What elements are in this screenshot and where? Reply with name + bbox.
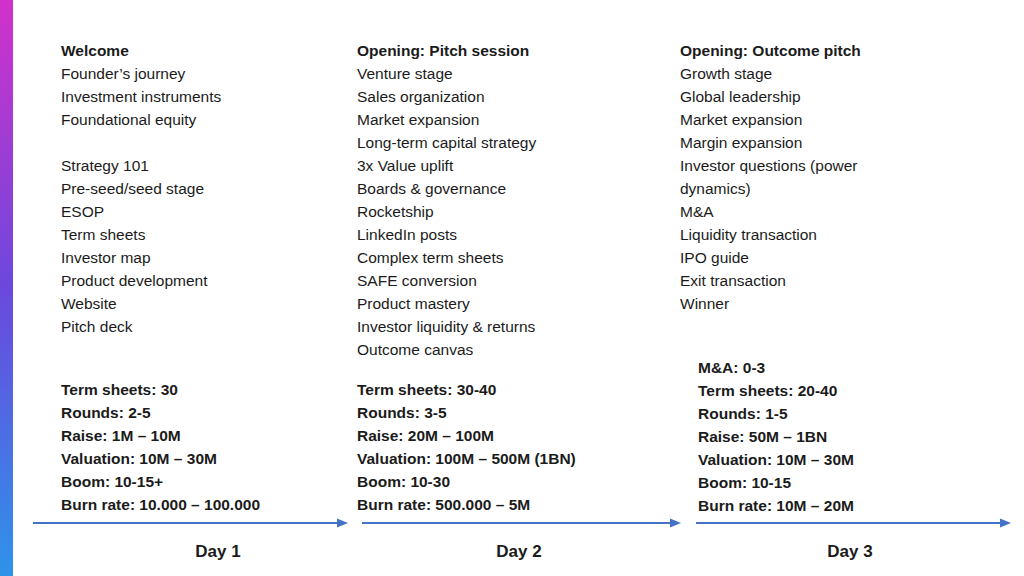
topic-item: Global leadership — [680, 85, 912, 108]
stat-line: Burn rate: 10.000 – 100.000 — [61, 493, 351, 516]
column-day2-stats: Term sheets: 30-40 Rounds: 3-5 Raise: 20… — [357, 378, 662, 516]
day3-label: Day 3 — [827, 542, 872, 562]
column-title: Welcome — [61, 39, 351, 62]
stat-line: Raise: 50M – 1BN — [698, 425, 988, 448]
day1-label: Day 1 — [195, 542, 240, 562]
timeline-arrow-day3-icon — [696, 517, 1012, 529]
stat-line: Valuation: 100M – 500M (1BN) — [357, 447, 662, 470]
column-day3-topics: Opening: Outcome pitch Growth stage Glob… — [680, 39, 912, 315]
topic-item: SAFE conversion — [357, 269, 662, 292]
stat-line: Rounds: 2-5 — [61, 401, 351, 424]
topic-item: Investor liquidity & returns — [357, 315, 662, 338]
topic-item: 3x Value uplift — [357, 154, 662, 177]
column-day2-topics: Opening: Pitch session Venture stage Sal… — [357, 39, 662, 361]
stat-line: M&A: 0-3 — [698, 356, 988, 379]
topic-item: Website — [61, 292, 351, 315]
topic-item: Market expansion — [680, 108, 912, 131]
gradient-accent-bar — [0, 0, 13, 576]
stat-line: Term sheets: 30-40 — [357, 378, 662, 401]
topic-item: Complex term sheets — [357, 246, 662, 269]
stat-line: Raise: 1M – 10M — [61, 424, 351, 447]
topic-item: Outcome canvas — [357, 338, 662, 361]
stat-line: Term sheets: 20-40 — [698, 379, 988, 402]
column-title: Opening: Pitch session — [357, 39, 662, 62]
stat-line: Rounds: 3-5 — [357, 401, 662, 424]
topic-item: Pre-seed/seed stage — [61, 177, 351, 200]
topic-item: Margin expansion — [680, 131, 912, 154]
topic-item: Market expansion — [357, 108, 662, 131]
topic-item: Growth stage — [680, 62, 912, 85]
topic-item: LinkedIn posts — [357, 223, 662, 246]
topic-item: M&A — [680, 200, 912, 223]
stat-line: Raise: 20M – 100M — [357, 424, 662, 447]
topic-item: Investor map — [61, 246, 351, 269]
topic-item: Exit transaction — [680, 269, 912, 292]
topic-item: Product development — [61, 269, 351, 292]
topic-item: IPO guide — [680, 246, 912, 269]
topic-item: Sales organization — [357, 85, 662, 108]
timeline-arrow-day2-icon — [362, 517, 682, 529]
topic-item: Rocketship — [357, 200, 662, 223]
topic-item: Pitch deck — [61, 315, 351, 338]
stat-line: Valuation: 10M – 30M — [698, 448, 988, 471]
topic-item: Long-term capital strategy — [357, 131, 662, 154]
topic-item: Boards & governance — [357, 177, 662, 200]
stat-line: Term sheets: 30 — [61, 378, 351, 401]
topic-item: Foundational equity — [61, 108, 351, 131]
stat-line: Valuation: 10M – 30M — [61, 447, 351, 470]
topic-item: Investor questions (power dynamics) — [680, 154, 912, 200]
stat-line: Boom: 10-30 — [357, 470, 662, 493]
stat-line: Boom: 10-15 — [698, 471, 988, 494]
topic-item: Product mastery — [357, 292, 662, 315]
stat-line: Burn rate: 500.000 – 5M — [357, 493, 662, 516]
column-day1-topics: Welcome Founder’s journey Investment ins… — [61, 39, 351, 338]
stat-line: Rounds: 1-5 — [698, 402, 988, 425]
column-title: Opening: Outcome pitch — [680, 39, 912, 62]
topic-item: Winner — [680, 292, 912, 315]
topic-item: Venture stage — [357, 62, 662, 85]
topic-spacer — [61, 131, 351, 154]
presentation-slide: Welcome Founder’s journey Investment ins… — [0, 0, 1024, 576]
topic-item: ESOP — [61, 200, 351, 223]
stat-line: Boom: 10-15+ — [61, 470, 351, 493]
timeline-arrow-day1-icon — [33, 517, 349, 529]
topic-item: Investment instruments — [61, 85, 351, 108]
topic-item: Founder’s journey — [61, 62, 351, 85]
day2-label: Day 2 — [496, 542, 541, 562]
topic-item: Strategy 101 — [61, 154, 351, 177]
column-day3-stats: M&A: 0-3 Term sheets: 20-40 Rounds: 1-5 … — [698, 356, 988, 517]
stat-line: Burn rate: 10M – 20M — [698, 494, 988, 517]
topic-item: Term sheets — [61, 223, 351, 246]
topic-item: Liquidity transaction — [680, 223, 912, 246]
column-day1-stats: Term sheets: 30 Rounds: 2-5 Raise: 1M – … — [61, 378, 351, 516]
